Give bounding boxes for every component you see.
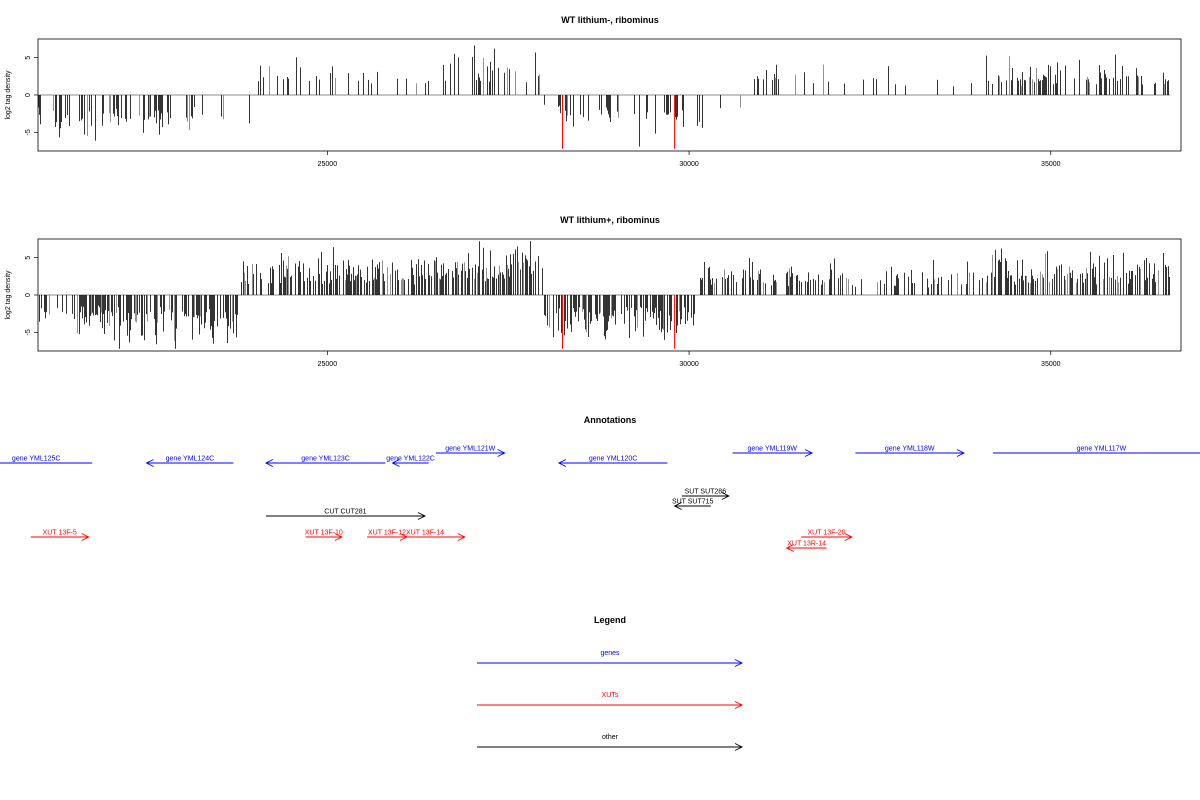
annotation-feature: SUT SUT715	[672, 499, 714, 510]
annotation-feature: XUT 13F-5	[30, 530, 90, 541]
panel-title: WT lithium+, ribominus	[560, 215, 660, 225]
feature-label: SUT SUT715	[672, 499, 714, 506]
annotation-feature: SUT SUT286	[681, 489, 730, 500]
panel-lithium-plus: WT lithium+, ribominus log2 tag density …	[5, 215, 1182, 368]
annotation-feature: gene YML121W	[435, 446, 506, 457]
arrow-head	[145, 459, 154, 467]
arrow-head	[264, 459, 274, 467]
legend-panel: Legend genes XUTs other	[477, 615, 744, 751]
feature-label: XUT 13F-5	[43, 530, 77, 537]
x-tick-label: 35000	[1041, 161, 1061, 168]
y-tick-label: 5	[25, 256, 32, 260]
x-tick-label: 30000	[679, 161, 699, 168]
panel-title: WT lithium-, ribominus	[561, 15, 659, 25]
x-tick-label: 25000	[318, 161, 338, 168]
y-tick-label: 0	[25, 93, 32, 97]
arrow-head	[956, 449, 965, 457]
annotation-feature: gene YML124C	[145, 456, 234, 467]
arrow-head	[734, 743, 744, 751]
feature-label: gene YML124C	[166, 456, 215, 463]
feature-label: XUT 13F-12	[368, 530, 406, 537]
feature-label: XUT 13F-14	[406, 530, 444, 537]
feature-label: SUT SUT286	[685, 489, 727, 496]
feature-label: XUT 13F-20	[808, 530, 846, 537]
feature-label: CUT CUT281	[324, 509, 366, 516]
arrow-head	[81, 533, 90, 541]
annotation-features: gene YML125C gene YML124C gene YML123C gene…	[0, 446, 1200, 552]
annotation-feature: gene YML123C	[264, 456, 386, 467]
legend-entry: XUTs	[477, 692, 744, 709]
arrow-head	[417, 512, 427, 520]
arrow-head	[844, 533, 853, 541]
feature-label: XUT 13F-10	[305, 530, 343, 537]
annotation-feature: gene YML119W	[732, 446, 814, 457]
legend-title: Legend	[594, 615, 626, 625]
feature-label: gene YML117W	[1077, 446, 1127, 453]
legend-entries: genes XUTs other	[477, 650, 744, 751]
legend-entry: genes	[477, 650, 744, 667]
feature-label: gene YML123C	[301, 456, 350, 463]
feature-label: gene YML119W	[747, 446, 797, 453]
x-tick-label: 35000	[1041, 361, 1061, 368]
annotation-feature: XUT 13F-14	[385, 530, 466, 541]
feature-label: gene YML118W	[885, 446, 935, 453]
x-tick-label: 25000	[318, 361, 338, 368]
arrow-head	[804, 449, 814, 457]
annotations-title: Annotations	[584, 415, 637, 425]
annotation-feature: XUT 13F-10	[305, 530, 343, 541]
y-axis-label: log2 tag density	[5, 270, 12, 320]
y-axis-label: log2 tag density	[5, 70, 12, 120]
feature-label: gene YML121W	[445, 446, 495, 453]
x-tick-label: 30000	[679, 361, 699, 368]
arrow-head	[734, 659, 744, 667]
legend-label: genes	[600, 650, 620, 657]
data-bars	[38, 241, 1171, 349]
panel-lithium-minus: WT lithium-, ribominus log2 tag density …	[5, 15, 1182, 168]
arrow-head	[673, 502, 682, 510]
y-tick-label: -5	[25, 129, 32, 135]
annotation-feature: gene YML122C	[386, 456, 435, 467]
arrow-head	[785, 544, 794, 552]
annotation-feature: gene YML125C	[0, 456, 93, 464]
arrow-head	[557, 459, 567, 467]
feature-label: gene YML120C	[589, 456, 638, 463]
annotation-feature: XUT 13F-20	[801, 530, 853, 541]
arrow-head	[497, 449, 506, 457]
y-tick-label: -5	[25, 329, 32, 335]
annotation-feature: gene YML120C	[557, 456, 668, 467]
arrow-head	[391, 459, 400, 467]
annotation-feature: gene YML117W	[992, 446, 1200, 454]
axes: 25000 30000 35000 -5 0 5	[25, 56, 1061, 168]
axes: 25000 30000 35000 -5 0 5	[25, 256, 1061, 368]
annotation-feature: gene YML118W	[855, 446, 965, 457]
y-tick-label: 0	[25, 293, 32, 297]
feature-label: gene YML122C	[386, 456, 435, 463]
annotations-panel: Annotations gene YML125C gene YML124C gene…	[0, 415, 1200, 552]
y-tick-label: 5	[25, 56, 32, 60]
annotation-feature: XUT 13R-14	[785, 541, 827, 552]
data-bars	[38, 45, 1171, 149]
annotation-feature: CUT CUT281	[265, 509, 427, 520]
legend-label: XUTs	[602, 692, 619, 699]
arrow-head	[734, 701, 744, 709]
feature-label: XUT 13R-14	[787, 541, 826, 548]
annotation-feature: XUT 13F-12	[367, 530, 408, 541]
arrow-head	[334, 533, 343, 541]
arrow-head	[721, 492, 730, 500]
legend-entry: other	[477, 734, 744, 751]
feature-label: gene YML125C	[12, 456, 61, 463]
arrow-head	[457, 533, 466, 541]
legend-label: other	[602, 734, 619, 741]
